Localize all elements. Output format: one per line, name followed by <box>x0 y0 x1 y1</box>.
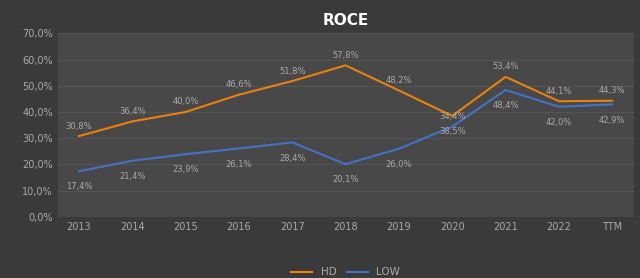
Text: 20,1%: 20,1% <box>332 175 359 184</box>
Text: 48,2%: 48,2% <box>386 76 412 85</box>
Text: 23,9%: 23,9% <box>172 165 199 174</box>
Text: 28,4%: 28,4% <box>279 153 305 163</box>
Text: 36,4%: 36,4% <box>119 107 145 116</box>
Text: 57,8%: 57,8% <box>332 51 359 60</box>
Text: 26,0%: 26,0% <box>386 160 412 169</box>
Text: 30,8%: 30,8% <box>66 121 92 131</box>
Legend: HD, LOW: HD, LOW <box>287 263 404 278</box>
Text: 53,4%: 53,4% <box>492 62 519 71</box>
Text: 42,0%: 42,0% <box>546 118 572 127</box>
Text: 21,4%: 21,4% <box>119 172 145 181</box>
Text: 26,1%: 26,1% <box>226 160 252 168</box>
Text: 51,8%: 51,8% <box>279 66 305 76</box>
Text: 40,0%: 40,0% <box>172 97 199 106</box>
Text: 48,4%: 48,4% <box>492 101 519 110</box>
Text: 17,4%: 17,4% <box>66 182 92 191</box>
Text: 46,6%: 46,6% <box>226 80 252 89</box>
Text: 44,1%: 44,1% <box>546 87 572 96</box>
Text: 34,4%: 34,4% <box>439 112 465 121</box>
Text: 42,9%: 42,9% <box>599 115 625 125</box>
Title: ROCE: ROCE <box>323 13 369 28</box>
Text: 38,5%: 38,5% <box>439 127 465 136</box>
Text: 44,3%: 44,3% <box>599 86 625 95</box>
